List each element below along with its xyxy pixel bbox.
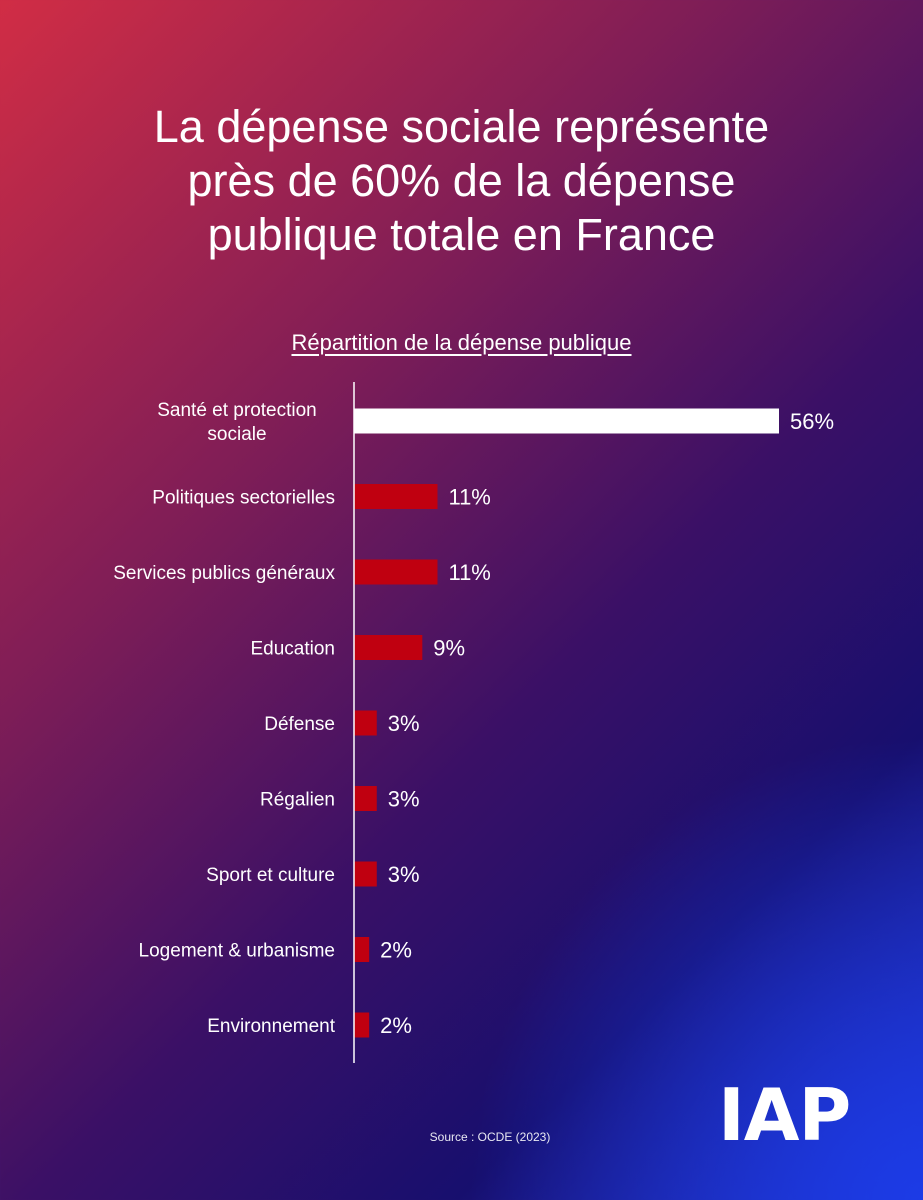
bar-5 <box>354 710 377 736</box>
value-label-8: 2% <box>380 938 412 963</box>
category-label-1: Santé et protection sociale <box>157 400 317 445</box>
bar-3 <box>354 559 438 585</box>
category-label-9: Environnement <box>207 1016 336 1037</box>
page-title: La dépense sociale représente près de 60… <box>153 101 770 260</box>
value-label-9: 2% <box>380 1013 412 1038</box>
bar-8 <box>354 937 370 962</box>
value-label-3: 11% <box>448 560 490 585</box>
category-label-3: Services publics généraux <box>113 563 335 584</box>
category-label-7: Sport et culture <box>206 865 335 886</box>
value-label-4: 9% <box>433 636 465 661</box>
category-label-8: Logement & urbanisme <box>139 941 335 962</box>
source-note: Source : OCDE (2023) <box>429 1130 551 1144</box>
bar-4 <box>354 635 423 660</box>
category-label-6: Régalien <box>260 790 335 811</box>
value-label-5: 3% <box>388 711 420 736</box>
bar-1 <box>354 408 779 434</box>
category-label-4: Education <box>250 639 335 660</box>
category-label-2: Politiques sectorielles <box>152 488 335 509</box>
iap-logo: IAP <box>718 1073 851 1157</box>
bar-9 <box>354 1012 370 1038</box>
category-label-5: Défense <box>264 714 335 735</box>
value-label-2: 11% <box>448 485 490 510</box>
chart-title: Répartition de la dépense publique <box>291 330 632 355</box>
bar-6 <box>354 786 377 811</box>
bar-7 <box>354 861 377 887</box>
value-label-7: 3% <box>388 862 420 887</box>
value-label-1: 56% <box>790 409 834 434</box>
value-label-6: 3% <box>388 787 420 812</box>
bar-2 <box>354 484 438 509</box>
